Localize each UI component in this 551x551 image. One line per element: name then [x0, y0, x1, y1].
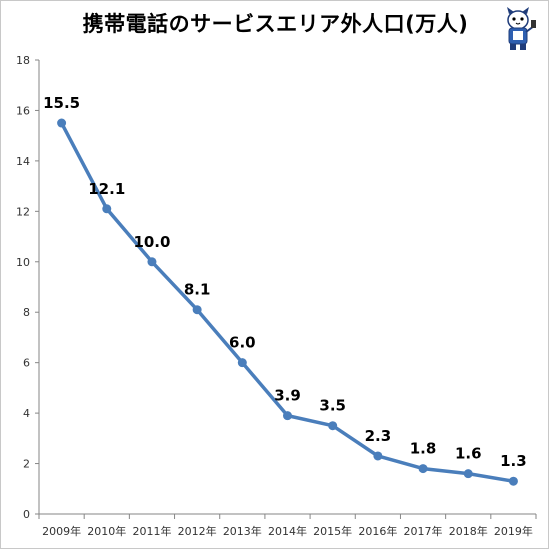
y-tick-label: 0: [23, 508, 30, 521]
x-tick-label: 2012年: [178, 524, 217, 538]
data-point: [57, 118, 67, 128]
chart-title: 携帯電話のサービスエリア外人口(万人): [82, 12, 469, 36]
series-line-path: [59, 121, 516, 483]
x-tick-label: 2015年: [313, 524, 352, 538]
axes: [35, 59, 537, 519]
x-tick-labels: 2009年 2010年 2011年 2012年 2013年 2014年 2015年 2016年…: [42, 524, 533, 538]
y-tick-label: 2: [23, 458, 30, 471]
data-label: 10.0: [133, 233, 170, 251]
data-label: 3.5: [319, 397, 346, 415]
data-point: [373, 451, 383, 461]
data-point: [283, 411, 292, 421]
data-point: [102, 204, 112, 214]
x-tick-label: 2014年: [268, 524, 307, 538]
x-tick-label: 2016年: [358, 524, 397, 538]
y-tick-label: 6: [23, 357, 30, 370]
y-tick-labels: 0 2 4 6 8 10 12 14 16 18: [16, 54, 30, 521]
data-point: [147, 257, 157, 267]
x-tick-label: 2010年: [87, 524, 126, 538]
data-point: [418, 464, 428, 474]
data-label: 12.1: [88, 180, 125, 198]
y-tick-label: 18: [16, 54, 30, 67]
data-point: [463, 469, 473, 479]
data-points: [57, 118, 518, 486]
y-tick-label: 16: [16, 104, 30, 117]
x-tick-label: 2018年: [449, 524, 488, 538]
x-tick-label: 2013年: [223, 524, 262, 538]
data-label: 1.8: [410, 440, 437, 458]
y-tick-label: 10: [16, 256, 30, 269]
data-label: 6.0: [229, 334, 256, 352]
data-label: 1.3: [500, 452, 527, 470]
data-point: [237, 358, 247, 368]
y-tick-label: 12: [16, 205, 30, 218]
series-line: [59, 121, 516, 483]
data-label: 1.6: [455, 445, 482, 463]
y-tick-label: 14: [16, 155, 30, 168]
y-tick-label: 4: [23, 407, 30, 420]
data-point: [192, 305, 202, 315]
data-label: 2.3: [365, 427, 392, 445]
x-tick-label: 2017年: [404, 524, 443, 538]
cat-mascot-icon: [507, 7, 536, 50]
x-tick-label: 2019年: [494, 524, 533, 538]
data-label: 3.9: [274, 387, 301, 405]
x-tick-label: 2011年: [132, 524, 171, 538]
data-label: 15.5: [43, 94, 80, 112]
data-label: 8.1: [184, 281, 211, 299]
data-labels: 15.5 12.1 10.0 8.1 6.0 3.9 3.5 2.3 1.8 1.6 1.3: [43, 94, 527, 470]
data-point: [508, 476, 518, 486]
y-tick-label: 8: [23, 306, 30, 319]
data-point: [328, 421, 338, 431]
x-tick-label: 2009年: [42, 524, 81, 538]
